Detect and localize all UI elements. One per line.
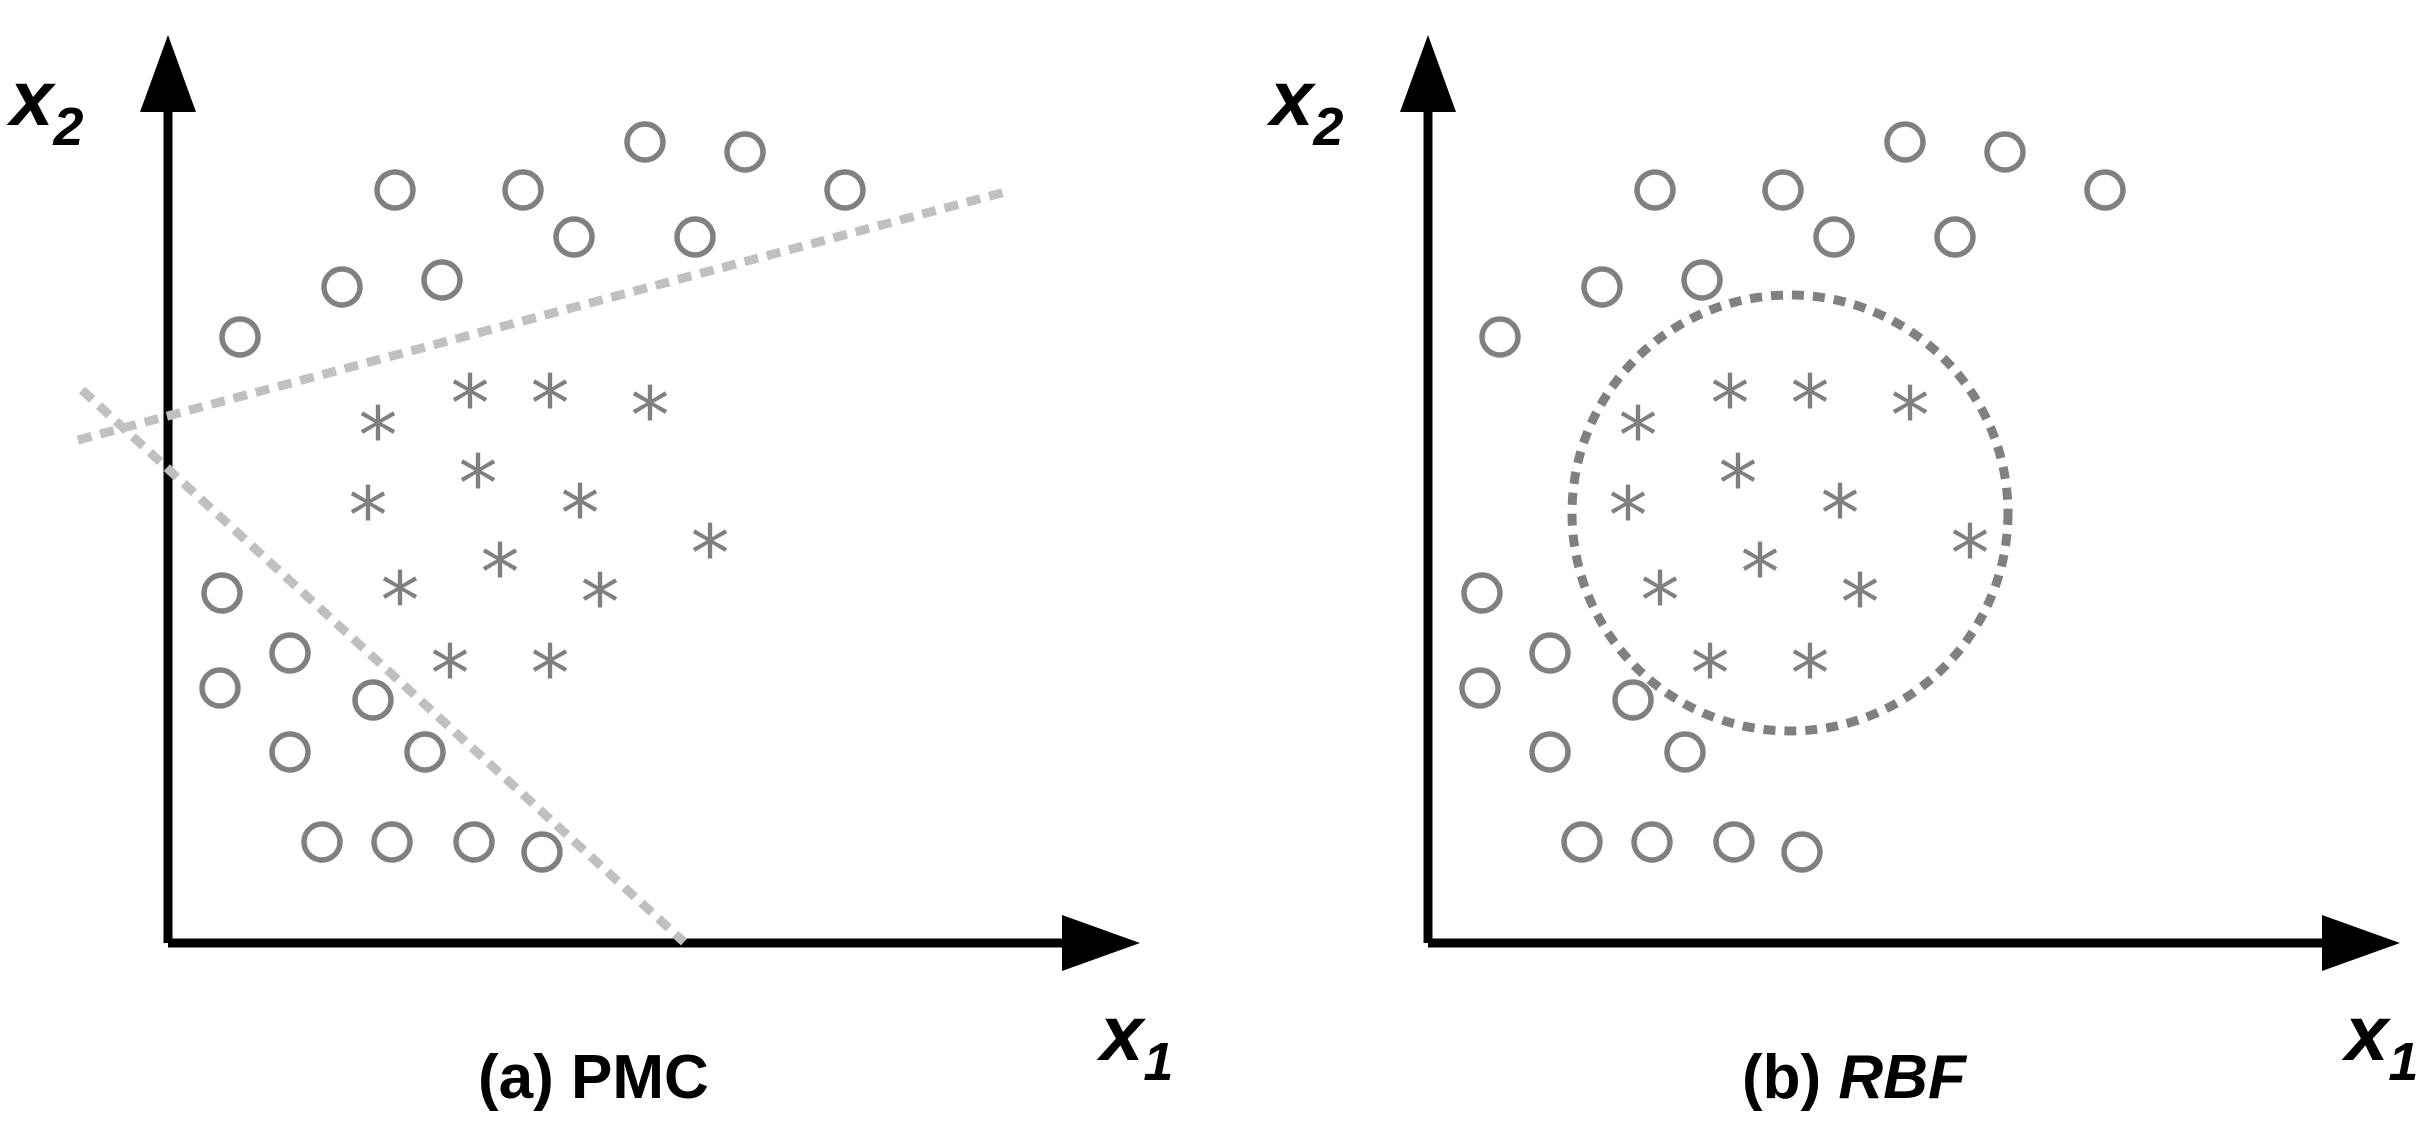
panel-b-circle-icon xyxy=(1581,266,1623,308)
panel-b-circle-points xyxy=(1459,121,2126,873)
panel-a-star-icon: * xyxy=(561,470,600,560)
panel-a-y-axis-label: x2 xyxy=(6,54,83,157)
panel-a-star-icon: * xyxy=(381,557,420,647)
panel-a-circle-icon xyxy=(724,131,766,173)
panel-b-star-icon: * xyxy=(1741,529,1780,619)
panel-b-star-icon: * xyxy=(1619,392,1658,482)
panel-a-circle-icon xyxy=(269,632,311,674)
panel-a-star-icon: * xyxy=(581,559,620,649)
panel-a-circle-icon xyxy=(674,216,716,258)
panel-b-star-icon: * xyxy=(1951,510,1990,600)
panel-a-circle-icon xyxy=(321,266,363,308)
panel-b-circle-icon xyxy=(1459,667,1501,709)
panel-b-circle-icon xyxy=(1934,216,1976,258)
panel-b-star-icon: * xyxy=(1641,557,1680,647)
panel-b-circle-icon xyxy=(1461,572,1503,614)
panel-a-circle-icon xyxy=(824,169,866,211)
panel-b-circle-icon xyxy=(1529,731,1571,773)
panel-a-y-axis-arrowhead xyxy=(140,35,196,112)
panel-b-x-axis-arrowhead xyxy=(2322,915,2400,971)
panel-b-x-axis-label: x1 xyxy=(2341,989,2418,1092)
panel-b-star-icon: * xyxy=(1791,630,1830,720)
panel-a-star-icon: * xyxy=(691,510,730,600)
panel-a-circle-icon xyxy=(404,731,446,773)
panel-a-circle-icon xyxy=(352,679,394,721)
panel-a-x-axis-label: x1 xyxy=(1096,989,1173,1092)
panel-a-circle-icon xyxy=(374,169,416,211)
panel-b-rbf-boundary-circle xyxy=(1567,290,2013,736)
panel-b-circle-icon xyxy=(1681,259,1723,301)
panel-a-linear-boundaries xyxy=(76,187,1007,946)
panel-b: x2 x1 * * * ** * * ** * ** * (b) RBF xyxy=(1266,35,2418,1112)
panel-b-circle-icon xyxy=(1664,731,1706,773)
panel-a-star-points: * * * ** * * ** * ** * xyxy=(349,360,730,720)
panel-a-axes xyxy=(140,35,1140,971)
panel-a-circle-icon xyxy=(553,216,595,258)
panel-b-star-icon: * xyxy=(1691,630,1730,720)
panel-b-circle-icon xyxy=(1612,679,1654,721)
panel-a-circle-icon xyxy=(201,572,243,614)
panel-a-circle-icon xyxy=(269,731,311,773)
panel-b-circle-icon xyxy=(1713,821,1755,863)
panel-b-circle-icon xyxy=(1561,821,1603,863)
panel-a-star-icon: * xyxy=(631,372,670,462)
panel-a-circle-icon xyxy=(219,316,261,358)
panel-a-circle-points xyxy=(199,121,866,873)
panel-b-star-icon: * xyxy=(1891,372,1930,462)
panel-b-star-icon: * xyxy=(1821,470,1860,560)
panel-b-circle-icon xyxy=(1781,831,1823,873)
panel-b-circle-icon xyxy=(1634,169,1676,211)
panel-b-circle-icon xyxy=(1631,821,1673,863)
panel-a-circle-icon xyxy=(199,667,241,709)
panel-b-circle-icon xyxy=(1813,216,1855,258)
panel-a-star-icon: * xyxy=(349,472,388,562)
panel-a-circle-icon xyxy=(421,259,463,301)
panel-a-star-icon: * xyxy=(459,440,498,530)
panel-b-star-icon: * xyxy=(1791,360,1830,450)
panel-b-circle-icon xyxy=(1529,632,1571,674)
panel-b-star-icon: * xyxy=(1841,559,1880,649)
panel-a-x-axis-arrowhead xyxy=(1062,915,1140,971)
panel-b-axes xyxy=(1400,35,2400,971)
panel-a-star-icon: * xyxy=(481,529,520,619)
panel-a-circle-icon xyxy=(502,169,544,211)
panel-b-caption: (b) RBF xyxy=(1742,1043,1968,1112)
panel-a-star-icon: * xyxy=(431,630,470,720)
panel-a-boundary-line-lower xyxy=(78,386,688,946)
panel-a-circle-icon xyxy=(371,821,413,863)
panel-a-star-icon: * xyxy=(359,392,398,482)
panel-b-circle-icon xyxy=(2084,169,2126,211)
panel-b-circle-icon xyxy=(1762,169,1804,211)
panel-a-star-icon: * xyxy=(531,630,570,720)
panel-b-circle-icon xyxy=(1984,131,2026,173)
panel-a-circle-icon xyxy=(624,121,666,163)
panel-b-y-axis-arrowhead xyxy=(1400,35,1456,112)
panel-a-circle-icon xyxy=(301,821,343,863)
panel-b-circle-icon xyxy=(1884,121,1926,163)
panel-b-y-axis-label: x2 xyxy=(1266,54,1343,157)
panel-b-star-points: * * * ** * * ** * ** * xyxy=(1609,360,1990,720)
panel-a-circle-icon xyxy=(453,821,495,863)
panel-b-star-icon: * xyxy=(1609,472,1648,562)
panel-b-circle-icon xyxy=(1479,316,1521,358)
panel-b-star-icon: * xyxy=(1719,440,1758,530)
panel-b-star-icon: * xyxy=(1711,360,1750,450)
panel-a-caption: (a) PMC xyxy=(478,1043,709,1112)
panel-a-star-icon: * xyxy=(451,360,490,450)
panel-a-circle-icon xyxy=(521,831,563,873)
panel-a: x2 x1 * * * ** * * ** * ** * (a) PMC xyxy=(6,35,1173,1112)
panel-a-star-icon: * xyxy=(531,360,570,450)
